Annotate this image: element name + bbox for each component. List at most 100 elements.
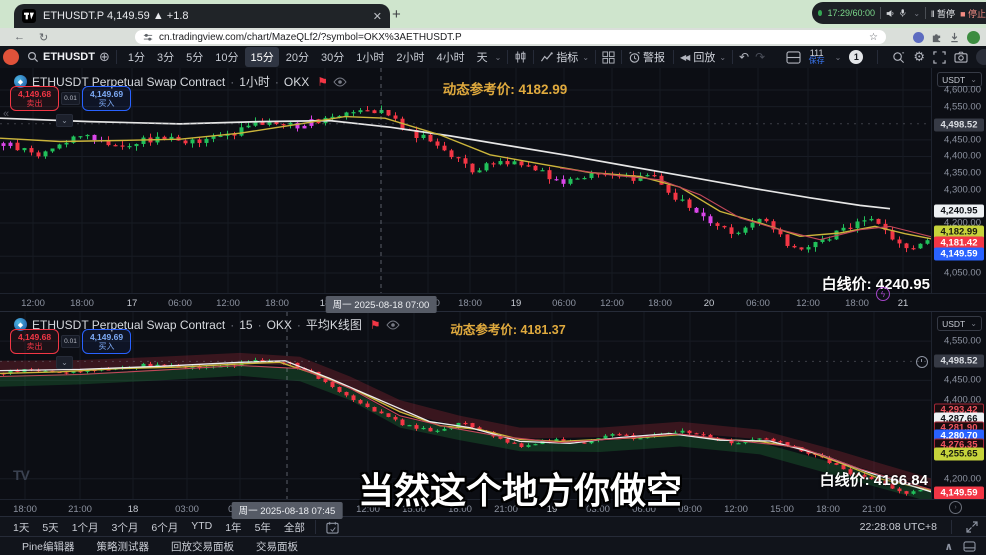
notification-badge[interactable]: 1 — [849, 50, 864, 64]
quick-search-icon[interactable] — [892, 51, 905, 64]
indicators-button[interactable]: 指标 — [556, 52, 579, 64]
buy-button[interactable]: 4,149.69 买入 — [82, 329, 131, 354]
symbol-search-icon[interactable] — [27, 51, 39, 63]
statusbar-item[interactable]: 交易面板 — [256, 541, 299, 553]
replay-chevron-icon[interactable]: ⌄ — [719, 52, 727, 62]
timeframes-chevron-icon[interactable]: ⌄ — [494, 52, 502, 62]
fullscreen-icon[interactable] — [933, 50, 946, 64]
reload-icon[interactable]: ↻ — [39, 31, 49, 44]
collapse-trade-buttons[interactable]: ⌄ — [56, 114, 73, 127]
range-button[interactable]: YTD — [191, 519, 213, 532]
speaker-icon[interactable] — [886, 8, 894, 19]
maximize-pane-icon[interactable] — [966, 521, 978, 533]
indicators-chevron-icon[interactable]: ⌄ — [582, 52, 590, 62]
timeframe-button[interactable]: 1分 — [127, 52, 145, 64]
sell-button[interactable]: 4,149.68 卖出 — [10, 329, 59, 354]
layout-chevron-icon[interactable]: ⌄ — [834, 52, 842, 62]
legend-exchange[interactable]: OKX — [283, 74, 310, 89]
clock-utc[interactable]: 22:28:08 UTC+8 — [859, 521, 937, 533]
sell-button[interactable]: 4,149.68 卖出 — [10, 86, 59, 111]
settings-gear-icon[interactable]: ⚙ — [913, 49, 925, 64]
collapse-panel-chevron-icon[interactable]: ∧ — [944, 540, 953, 553]
download-icon[interactable] — [949, 32, 960, 43]
legend-interval[interactable]: 1小时 — [239, 75, 270, 89]
redo-icon[interactable]: ↷ — [755, 50, 766, 64]
timeframe-button[interactable]: 1小时 — [356, 52, 385, 64]
extension-icon[interactable] — [913, 31, 924, 43]
symbol-button[interactable]: ETHUSDT — [43, 51, 95, 63]
currency-button[interactable]: USDT ⌄ — [937, 316, 982, 331]
user-avatar[interactable] — [3, 49, 19, 65]
back-icon[interactable]: ← — [14, 31, 25, 43]
timeframe-button[interactable]: 15分 — [245, 47, 279, 67]
statusbar-item[interactable]: 策略测试器 — [96, 541, 150, 553]
alert-clock-icon[interactable] — [628, 51, 641, 64]
panel-layout-icon[interactable] — [963, 541, 976, 552]
range-button[interactable]: 5年 — [254, 521, 271, 534]
timeframe-button[interactable]: 天 — [476, 52, 488, 64]
indicators-icon[interactable] — [540, 51, 554, 64]
collapse-trade-buttons[interactable]: ⌄ — [56, 356, 73, 369]
pause-recording-button[interactable]: ‖ 暂停 — [930, 8, 956, 19]
price-axis-15m[interactable]: USDT ⌄ 4,550.00 4,450.00 4,400.00 4,200.00 4,… — [931, 312, 986, 500]
flag-icon[interactable]: ⚑ — [317, 74, 328, 89]
timeframe-button[interactable]: 3分 — [156, 52, 175, 64]
time-axis-15m[interactable]: 周一 2025-08-18 07:45 › 18:00 21:00 18 03:00 0… — [0, 499, 986, 519]
publish-button[interactable] — [976, 49, 986, 65]
timeframe-button[interactable]: 4小时 — [436, 52, 465, 64]
range-button[interactable]: 3个月 — [111, 521, 139, 534]
timeframe-button[interactable]: 30分 — [320, 52, 345, 64]
timeframe-button[interactable]: 5分 — [186, 52, 204, 64]
eye-icon[interactable] — [386, 320, 400, 330]
stop-recording-button[interactable]: ■ 停止 — [960, 8, 986, 19]
buy-button[interactable]: 4,149.69 买入 — [82, 86, 131, 111]
go-to-date-icon[interactable] — [326, 521, 339, 534]
mic-icon[interactable] — [899, 7, 906, 19]
chart-panel-15m[interactable]: ◆ ETHUSDT Perpetual Swap Contract · 15 · O… — [0, 311, 986, 519]
price-axis-1h[interactable]: USDT ⌄ 4,600.00 4,550.00 4,450.00 4,400.00 4,… — [931, 68, 986, 294]
extensions-puzzle-icon[interactable] — [931, 32, 942, 43]
range-button[interactable]: 全部 — [283, 521, 305, 534]
legend-exchange[interactable]: OKX — [266, 317, 292, 332]
timeframe-button[interactable]: 20分 — [285, 52, 309, 64]
chart-panel-1h[interactable]: « ◆ ETHUSDT Perpetual Swap Contract · 1小时… — [0, 68, 986, 313]
range-button[interactable]: 6个月 — [151, 521, 179, 534]
layout-name-save[interactable]: 111 保存 — [808, 48, 825, 65]
replay-rewind-icon[interactable]: ◀◀ — [680, 52, 690, 62]
legend-interval[interactable]: 15 — [239, 317, 253, 332]
eye-icon[interactable] — [333, 77, 347, 87]
legend-symbol-text[interactable]: ETHUSDT Perpetual Swap Contract — [32, 74, 226, 89]
collapse-panel-icon[interactable]: « — [3, 108, 10, 120]
statusbar-item[interactable]: Pine编辑器 — [22, 541, 75, 553]
time-axis-1h[interactable]: 周一 2025-08-18 07:00 12:00 18:00 17 06:00 12:… — [0, 293, 986, 313]
browser-tab[interactable]: ETHUSDT.P 4,149.59 ▲ +1.8 ✕ — [14, 4, 390, 28]
profile-avatar[interactable] — [967, 30, 980, 44]
undo-icon[interactable]: ↶ — [739, 50, 750, 64]
flag-icon[interactable]: ⚑ — [369, 317, 381, 332]
screen-recorder-widget[interactable]: 17:29/60:00 ⌄ ‖ 暂停 ■ 停止 — [812, 2, 986, 24]
chart-style-icon[interactable] — [514, 50, 527, 64]
grid-layout-icon[interactable] — [602, 50, 615, 64]
range-button[interactable]: 1年 — [225, 521, 242, 534]
compare-add-icon[interactable]: ⊕ — [98, 49, 110, 64]
replay-button[interactable]: 回放 — [693, 52, 716, 64]
legend-chart-type[interactable]: 平均K线图 — [305, 318, 362, 332]
timeframe-button[interactable]: 2小时 — [396, 52, 425, 64]
range-button[interactable]: 5天 — [42, 521, 59, 534]
timeframe-button[interactable]: 10分 — [215, 52, 239, 64]
split-layout-icon[interactable] — [786, 50, 801, 64]
range-button[interactable]: 1个月 — [71, 521, 99, 534]
quick-alert-icon[interactable]: ϟ — [876, 287, 890, 301]
statusbar-item[interactable]: 回放交易面板 — [171, 541, 235, 553]
chart-legend-1h[interactable]: ◆ ETHUSDT Perpetual Swap Contract · 1小时 ·… — [14, 73, 347, 90]
bookmark-star-icon[interactable]: ☆ — [869, 31, 878, 43]
range-button[interactable]: 1天 — [13, 521, 30, 534]
camera-snapshot-icon[interactable] — [954, 51, 968, 63]
mic-chevron-icon[interactable]: ⌄ — [913, 8, 921, 18]
legend-symbol-text[interactable]: ETHUSDT Perpetual Swap Contract — [32, 317, 226, 332]
omnibox[interactable]: cn.tradingview.com/chart/MazeQLf2/?symbo… — [135, 30, 886, 44]
site-settings-icon[interactable] — [143, 32, 153, 42]
alert-button[interactable]: 警报 — [643, 52, 666, 64]
currency-button[interactable]: USDT ⌄ — [937, 72, 982, 87]
chart-legend-15m[interactable]: ◆ ETHUSDT Perpetual Swap Contract · 15 · O… — [14, 316, 400, 333]
